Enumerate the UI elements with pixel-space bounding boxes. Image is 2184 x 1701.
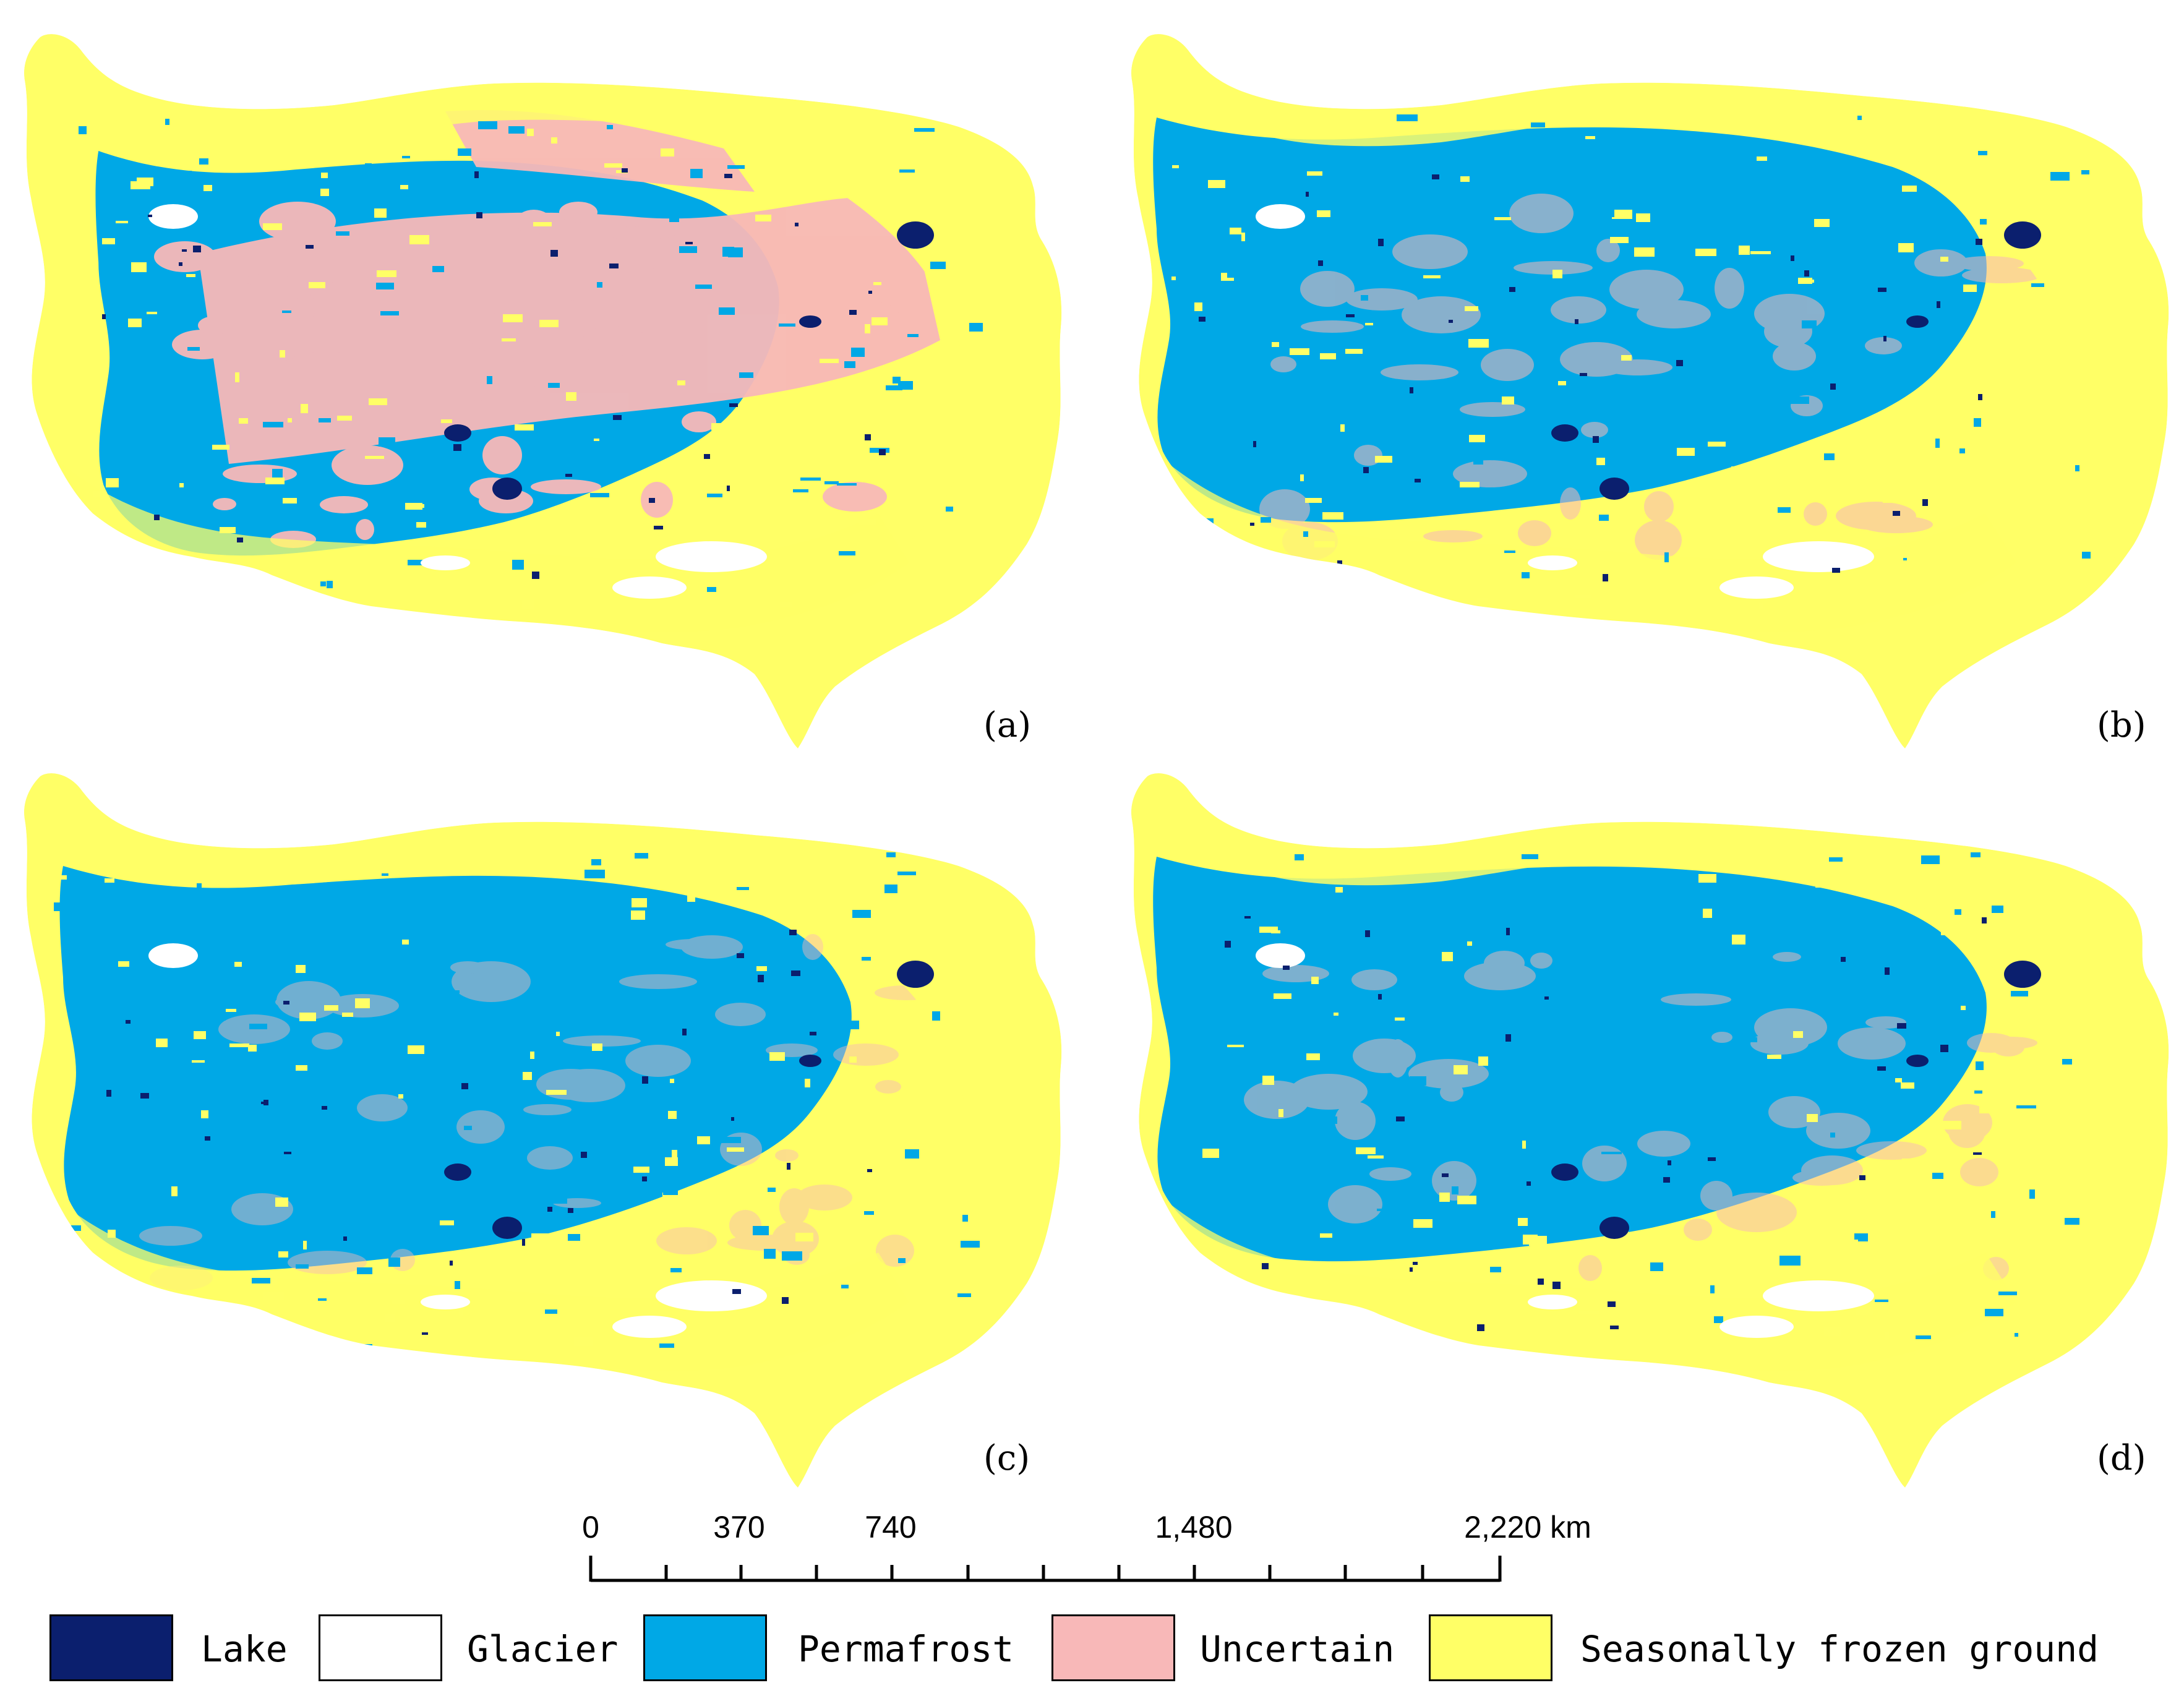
legend-swatch-seasonal bbox=[1429, 1614, 1552, 1681]
mixed-speckle bbox=[1158, 111, 2091, 609]
legend-label-uncertain: Uncertain bbox=[1200, 1628, 1395, 1670]
map-c bbox=[24, 773, 1062, 1488]
scale-tick-0: 0 bbox=[582, 1510, 599, 1545]
glacier-region bbox=[148, 204, 767, 599]
lake-region bbox=[1199, 174, 2041, 581]
glacier-region bbox=[1256, 943, 1874, 1338]
legend-label-seasonal: Seasonally frozen ground bbox=[1580, 1628, 2099, 1670]
scale-bar: 0 370 740 1,480 2,220 km bbox=[557, 1509, 1608, 1590]
mixed-speckle bbox=[54, 852, 986, 1353]
permafrost-region bbox=[59, 866, 852, 1271]
panel-label-b: (b) bbox=[2097, 705, 2146, 745]
northern-seasonal bbox=[1131, 773, 1862, 886]
map-panel-b: (b) bbox=[1120, 19, 2184, 761]
northern-seasonal bbox=[24, 773, 755, 886]
map-panel-a: (a) bbox=[12, 19, 1101, 761]
scale-tick-740: 740 bbox=[865, 1510, 917, 1545]
map-panel-d: (d) bbox=[1120, 758, 2184, 1500]
scale-tick-370: 370 bbox=[713, 1510, 765, 1545]
eastern-seasonal bbox=[1862, 844, 2162, 1488]
legend-label-glacier: Glacier bbox=[467, 1628, 619, 1670]
legend-swatch-lake bbox=[49, 1614, 173, 1681]
lake-region bbox=[106, 930, 934, 1335]
scale-tick-2220: 2,220 km bbox=[1464, 1510, 1591, 1545]
panel-label-d: (d) bbox=[2097, 1438, 2146, 1478]
legend-swatch-permafrost bbox=[643, 1614, 767, 1681]
mixed-speckle bbox=[51, 111, 984, 609]
map-panel-c: (c) bbox=[12, 758, 1101, 1500]
legend-swatch-uncertain bbox=[1051, 1614, 1175, 1681]
panel-label-c: (c) bbox=[983, 1438, 1030, 1478]
eastern-seasonal bbox=[755, 844, 1055, 1488]
lake-region bbox=[102, 168, 934, 579]
scale-bar-line bbox=[589, 1556, 1502, 1582]
lake-region bbox=[1225, 916, 2041, 1331]
map-a bbox=[24, 34, 1062, 749]
legend-swatch-glacier bbox=[319, 1614, 442, 1681]
northern-seasonal bbox=[1131, 34, 1862, 147]
uncertain-region bbox=[1259, 194, 2041, 560]
eastern-seasonal bbox=[1862, 105, 2162, 748]
glacier-region bbox=[1256, 204, 1874, 599]
legend-label-permafrost: Permafrost bbox=[798, 1628, 1014, 1670]
panel-label-a: (a) bbox=[983, 705, 1032, 745]
eastern-seasonal bbox=[755, 105, 1055, 748]
map-b bbox=[1131, 34, 2169, 748]
scale-tick-1480: 1,480 bbox=[1155, 1510, 1233, 1545]
northern-seasonal bbox=[24, 34, 755, 147]
glacier-region bbox=[148, 943, 767, 1338]
legend: Lake Glacier Permafrost Uncertain Season… bbox=[49, 1614, 2152, 1689]
legend-label-lake: Lake bbox=[201, 1628, 288, 1670]
map-d bbox=[1131, 773, 2169, 1488]
